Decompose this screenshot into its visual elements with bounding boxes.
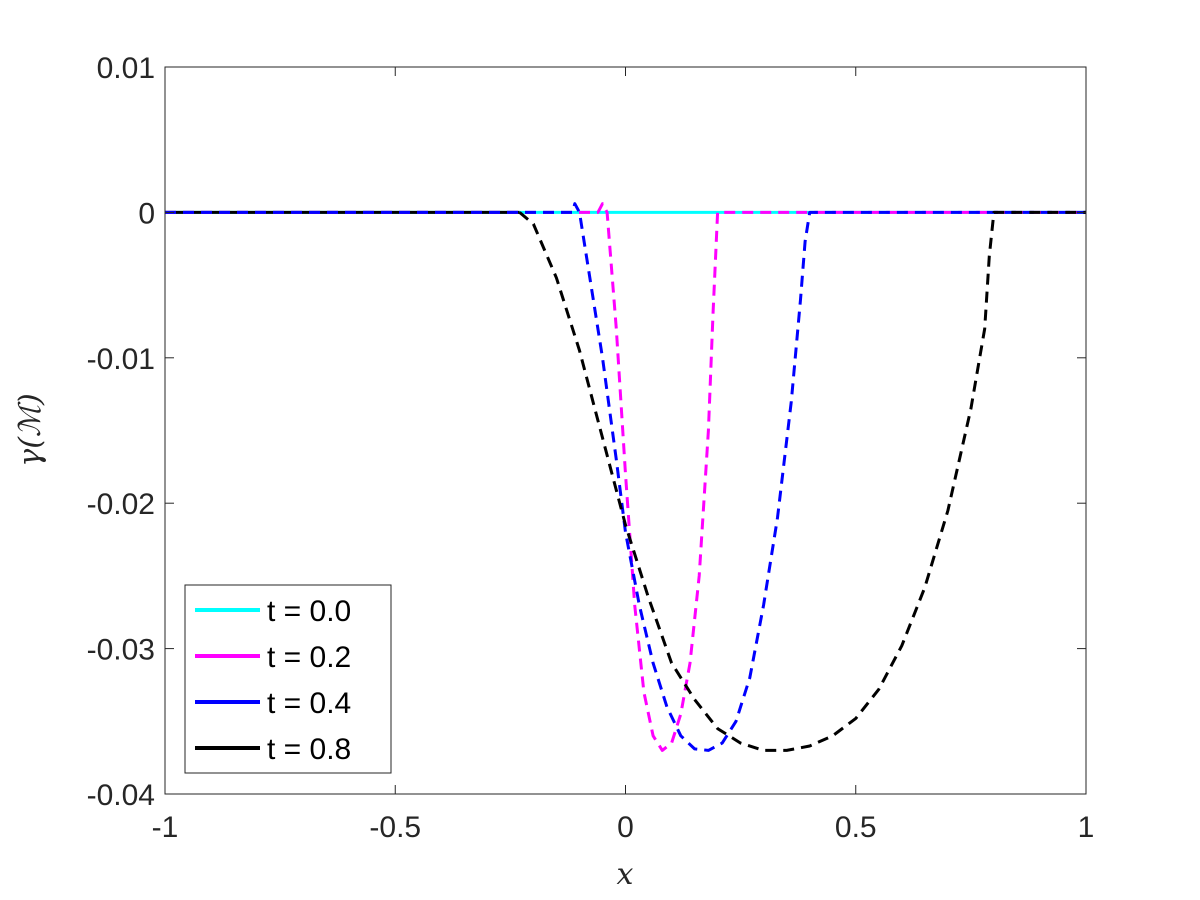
x-tick-label: 1 (1078, 811, 1095, 844)
legend-label: t = 0.8 (267, 733, 351, 766)
y-tick-label: -0.02 (87, 488, 155, 521)
axis-ticks (164, 66, 1087, 795)
x-tick-label: 0.5 (835, 811, 877, 844)
legend: t = 0.0 t = 0.2 t = 0.4 t = 0.8 (184, 584, 392, 774)
x-tick-label: 0 (617, 811, 634, 844)
y-tick-label: 0.01 (97, 52, 155, 85)
series-line-t-0-8 (518, 210, 1086, 752)
x-tick-label: -0.5 (369, 811, 421, 844)
x-tick-label: -1 (152, 811, 179, 844)
y-tick-label: 0 (138, 197, 155, 230)
y-tick-label: -0.04 (87, 779, 155, 812)
plot-lines (165, 202, 1086, 752)
legend-label: t = 0.4 (267, 687, 351, 720)
x-axis-title: x (617, 857, 634, 892)
legend-label: t = 0.2 (267, 641, 351, 674)
y-tick-label: -0.01 (87, 343, 155, 376)
series-line-t-0-4 (165, 202, 1086, 752)
y-tick-label: -0.03 (87, 634, 155, 667)
y-axis-title: γ(ℳ) (13, 393, 48, 466)
legend-label: t = 0.0 (267, 595, 351, 628)
legend-box (184, 584, 392, 774)
axis-tick-labels: -1 -0.5 0 0.5 1 0.01 0 -0.01 -0.02 -0.03 -0.04 (87, 52, 1095, 844)
series-line-t-0-2 (165, 202, 1086, 752)
